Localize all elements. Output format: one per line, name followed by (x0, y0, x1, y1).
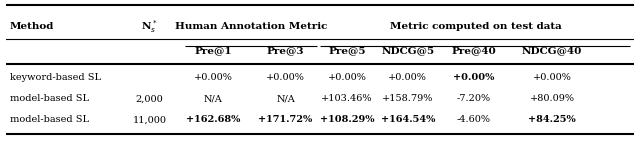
Text: NDCG@5: NDCG@5 (381, 46, 435, 55)
Text: Human Annotation Metric: Human Annotation Metric (175, 22, 327, 31)
Text: -4.60%: -4.60% (457, 115, 491, 124)
Text: +0.00%: +0.00% (532, 73, 572, 82)
Text: model-based SL: model-based SL (10, 115, 89, 124)
Text: +0.00%: +0.00% (266, 73, 305, 82)
Text: +0.00%: +0.00% (194, 73, 233, 82)
Text: +80.09%: +80.09% (529, 94, 575, 103)
Text: N/A: N/A (204, 94, 223, 103)
Text: 11,000: 11,000 (132, 115, 166, 124)
Text: +162.68%: +162.68% (186, 115, 241, 124)
Text: Pre@40: Pre@40 (451, 46, 496, 55)
Text: +84.25%: +84.25% (528, 115, 576, 124)
Text: Metric computed on test data: Metric computed on test data (390, 22, 561, 31)
Text: Pre@1: Pre@1 (195, 46, 232, 55)
Text: model-based SL: model-based SL (10, 94, 89, 103)
Text: Pre@3: Pre@3 (267, 46, 304, 55)
Text: +0.00%: +0.00% (328, 73, 367, 82)
Text: +158.79%: +158.79% (382, 94, 433, 103)
Text: Method: Method (10, 22, 54, 31)
Text: -7.20%: -7.20% (456, 94, 491, 103)
Text: N$_s^*$: N$_s^*$ (141, 18, 157, 35)
Text: keyword-based SL: keyword-based SL (10, 73, 100, 82)
Text: +103.46%: +103.46% (321, 94, 372, 103)
Text: +171.72%: +171.72% (259, 115, 312, 124)
Text: 2,000: 2,000 (136, 94, 163, 103)
Text: Pre@5: Pre@5 (328, 46, 365, 55)
Text: NDCG@40: NDCG@40 (522, 46, 582, 55)
Text: +164.54%: +164.54% (381, 115, 435, 124)
Text: N/A: N/A (276, 94, 295, 103)
Text: +108.29%: +108.29% (320, 115, 374, 124)
Text: +0.00%: +0.00% (388, 73, 428, 82)
Text: +0.00%: +0.00% (453, 73, 494, 82)
